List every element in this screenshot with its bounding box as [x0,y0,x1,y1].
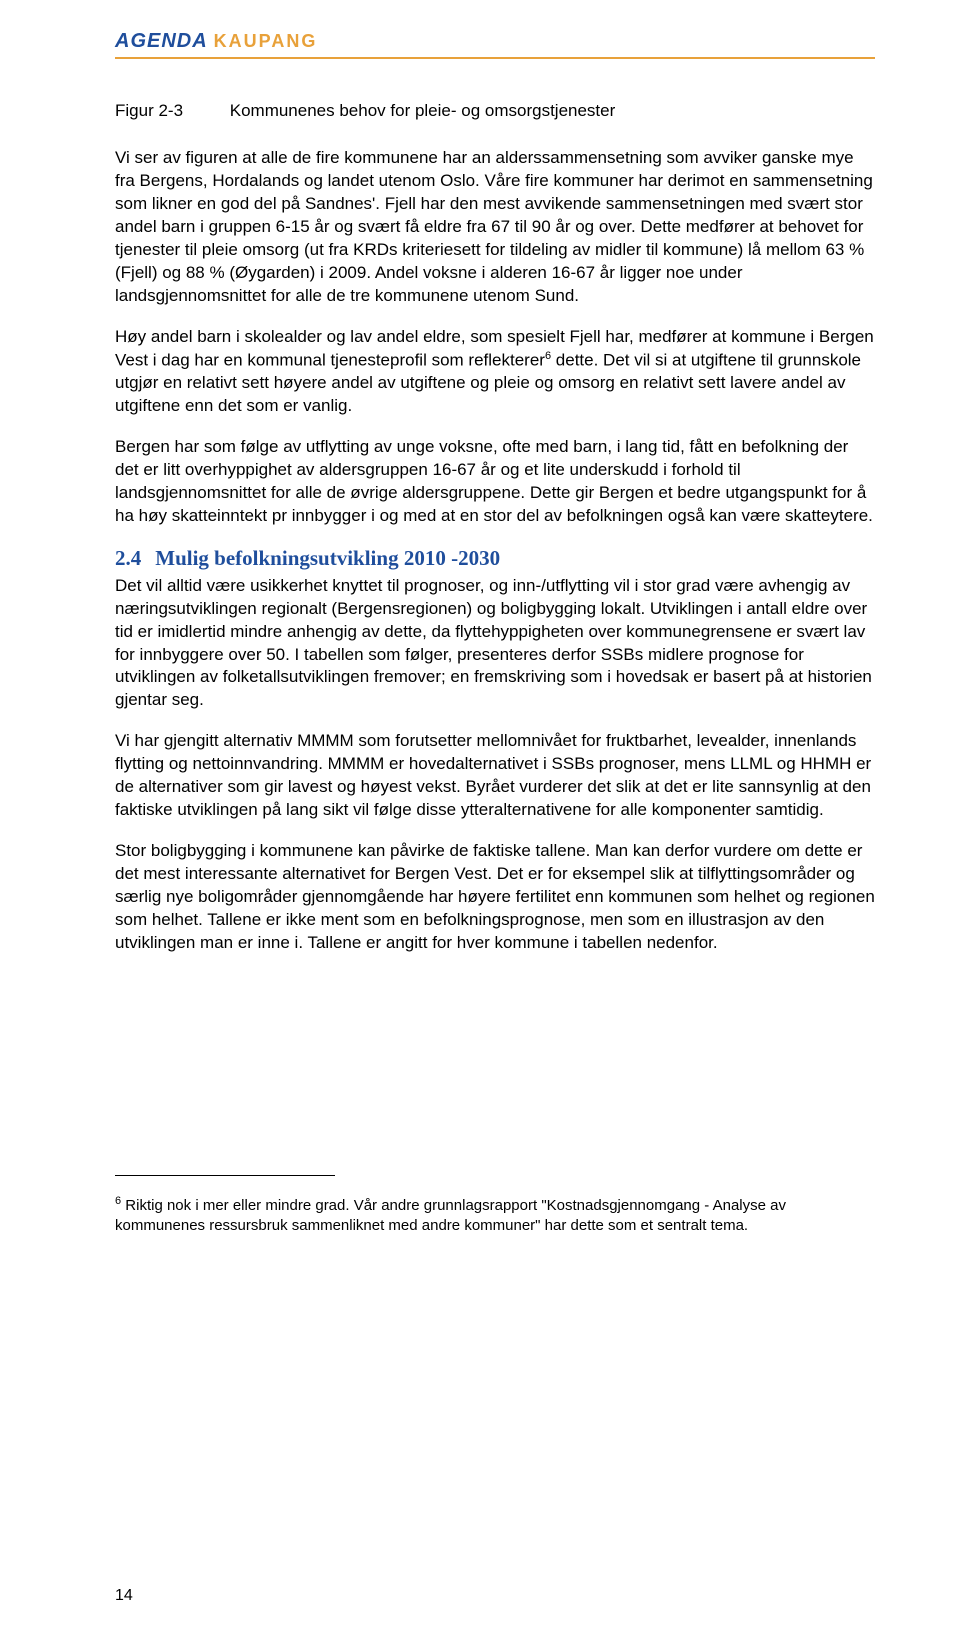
body-paragraph-3: Bergen har som følge av utflytting av un… [115,436,875,528]
section-paragraph-2: Vi har gjengitt alternativ MMMM som foru… [115,730,875,822]
footnote-text: 6 Riktig nok i mer eller mindre grad. Vå… [115,1194,875,1237]
body-paragraph-1: Vi ser av figuren at alle de fire kommun… [115,147,875,308]
document-page: AGENDA KAUPANG Figur 2-3 Kommunenes beho… [0,0,960,1637]
section-paragraph-1: Det vil alltid være usikkerhet knyttet t… [115,575,875,713]
figure-caption: Figur 2-3 Kommunenes behov for pleie- og… [115,101,875,121]
section-number: 2.4 [115,546,141,571]
logo: AGENDA KAUPANG [115,30,875,53]
figure-number: Figur 2-3 [115,101,225,121]
footnote-separator [115,1175,335,1176]
section-title: Mulig befolkningsutvikling 2010 -2030 [155,546,500,570]
logo-agenda-text: AGENDA [115,30,208,53]
page-content: Figur 2-3 Kommunenes behov for pleie- og… [115,59,875,1236]
figure-title: Kommunenes behov for pleie- og omsorgstj… [230,101,616,120]
footnote-body: Riktig nok i mer eller mindre grad. Vår … [115,1197,786,1234]
logo-kaupang-text: KAUPANG [214,31,318,52]
page-number: 14 [115,1587,133,1605]
section-paragraph-3: Stor boligbygging i kommunene kan påvirk… [115,840,875,955]
section-heading: 2.4 Mulig befolkningsutvikling 2010 -2030 [115,546,875,571]
body-paragraph-2: Høy andel barn i skolealder og lav andel… [115,326,875,418]
page-header: AGENDA KAUPANG [115,0,875,59]
